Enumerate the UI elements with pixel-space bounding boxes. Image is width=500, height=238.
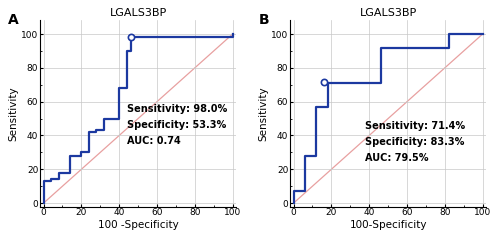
Text: Sensitivity: 71.4%
Specificity: 83.3%
AUC: 79.5%: Sensitivity: 71.4% Specificity: 83.3% AU… xyxy=(366,121,466,163)
Text: A: A xyxy=(8,13,19,27)
Text: Sensitivity: 98.0%
Specificity: 53.3%
AUC: 0.74: Sensitivity: 98.0% Specificity: 53.3% AU… xyxy=(126,104,227,146)
Y-axis label: Sensitivity: Sensitivity xyxy=(8,86,18,141)
Title: LGALS3BP: LGALS3BP xyxy=(360,8,416,18)
Y-axis label: Sensitivity: Sensitivity xyxy=(258,86,268,141)
X-axis label: 100 -Specificity: 100 -Specificity xyxy=(98,220,178,230)
Title: LGALS3BP: LGALS3BP xyxy=(110,8,166,18)
Text: B: B xyxy=(258,13,269,27)
X-axis label: 100-Specificity: 100-Specificity xyxy=(350,220,427,230)
